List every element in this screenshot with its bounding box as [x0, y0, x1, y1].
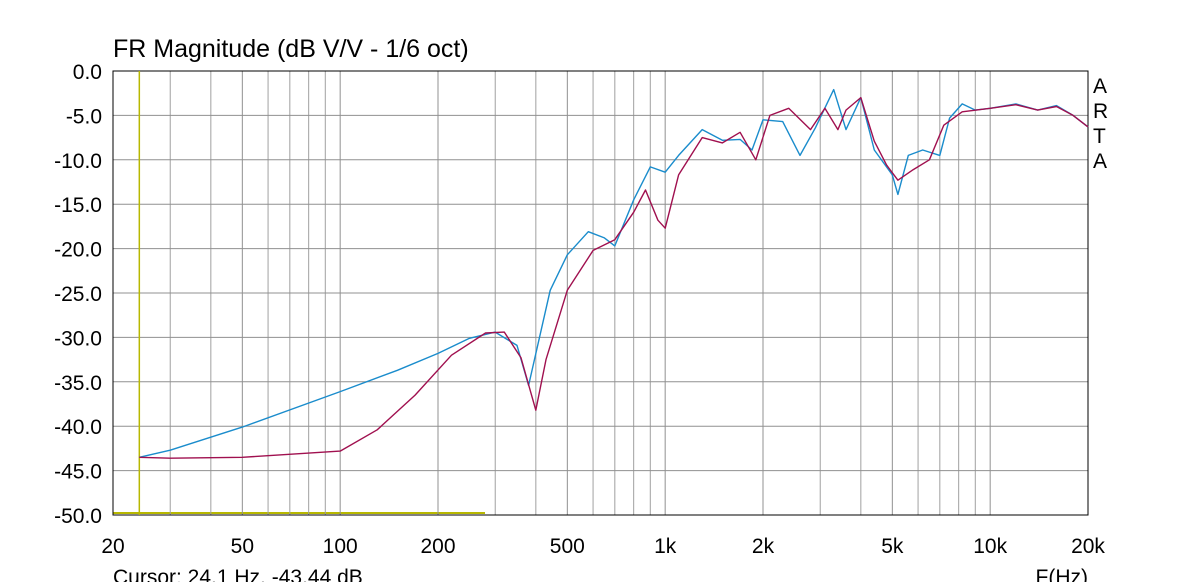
y-tick-label: -25.0 — [54, 283, 102, 306]
x-tick-label: 20k — [1071, 535, 1105, 558]
x-tick-label: 500 — [550, 535, 585, 558]
y-tick-label: -10.0 — [54, 150, 102, 173]
cursor-readout: Cursor: 24.1 Hz, -43.44 dB — [113, 566, 363, 582]
x-tick-label: 200 — [420, 535, 455, 558]
plot-frame — [112, 70, 1089, 516]
y-tick-label: -15.0 — [54, 194, 102, 217]
y-tick-label: -35.0 — [54, 372, 102, 395]
y-tick-label: 0.0 — [73, 61, 102, 84]
series-line — [139, 88, 1089, 458]
y-tick-label: -30.0 — [54, 327, 102, 350]
y-tick-label: -45.0 — [54, 461, 102, 484]
x-tick-label: 5k — [881, 535, 904, 558]
x-tick-label: 50 — [231, 535, 254, 558]
x-tick-label: 1k — [654, 535, 677, 558]
x-axis-label: F(Hz) — [1036, 566, 1088, 582]
x-tick-label: 2k — [752, 535, 775, 558]
x-tick-label: 100 — [323, 535, 358, 558]
chart-title: FR Magnitude (dB V/V - 1/6 oct) — [113, 35, 469, 63]
y-tick-label: -20.0 — [54, 239, 102, 262]
y-tick-label: -50.0 — [54, 505, 102, 528]
x-tick-label: 20 — [101, 535, 124, 558]
y-tick-label: -5.0 — [66, 105, 102, 128]
y-tick-label: -40.0 — [54, 416, 102, 439]
series-line — [139, 96, 1089, 459]
x-tick-label: 10k — [973, 535, 1007, 558]
